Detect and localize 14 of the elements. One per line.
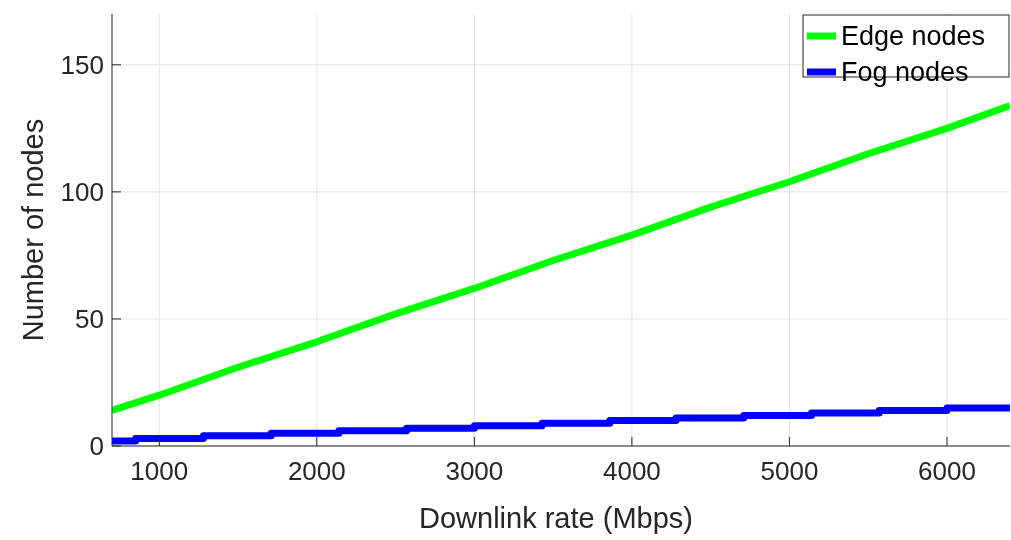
x-tick-label: 6000	[918, 456, 976, 486]
x-axis-title: Downlink rate (Mbps)	[419, 502, 693, 534]
legend-label: Edge nodes	[841, 21, 986, 51]
y-tick-label: 0	[89, 431, 104, 461]
x-tick-label: 5000	[760, 456, 819, 486]
y-tick-label: 100	[60, 176, 104, 207]
x-tick-label: 2000	[287, 456, 346, 486]
y-axis-title: Number of nodes	[17, 118, 49, 342]
y-tick-label: 50	[75, 303, 104, 334]
x-tick-label: 1000	[130, 456, 189, 486]
y-tick-label: 150	[60, 49, 104, 80]
x-tick-label: 4000	[602, 456, 661, 486]
legend-label: Fog nodes	[841, 57, 969, 87]
x-tick-label: 3000	[445, 456, 504, 486]
